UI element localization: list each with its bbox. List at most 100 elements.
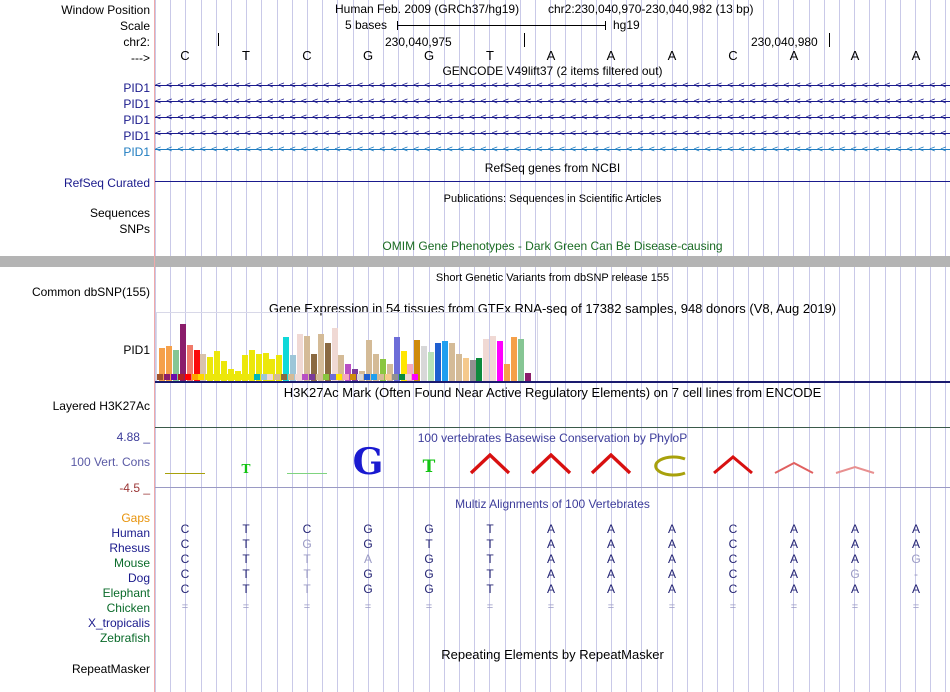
gtex-bar[interactable] xyxy=(504,364,510,381)
gtex-bar[interactable] xyxy=(200,354,207,381)
reference-base: A xyxy=(911,48,921,63)
gtex-bar[interactable] xyxy=(221,361,228,381)
label-snps[interactable]: SNPs xyxy=(119,222,150,236)
gencode-gene-rows[interactable]: <<<<<<<<<<<<<<<<<<<<<<<<<<<<<<<<<<<<<<<<… xyxy=(155,80,950,165)
label-gtex-gene[interactable]: PID1 xyxy=(123,343,150,357)
gtex-bar[interactable] xyxy=(372,354,379,381)
gene-row[interactable]: <<<<<<<<<<<<<<<<<<<<<<<<<<<<<<<<<<<<<<<<… xyxy=(155,144,950,155)
label-species-zebrafish[interactable]: Zebrafish xyxy=(99,631,150,645)
ruler-label-1: 230,040,975 xyxy=(385,35,452,49)
gtex-bar[interactable] xyxy=(517,339,524,381)
gtex-bar[interactable] xyxy=(428,352,435,381)
gtex-bar[interactable] xyxy=(214,351,221,381)
conservation-glyph xyxy=(530,453,572,475)
gtex-bar[interactable] xyxy=(338,355,345,381)
omim-gene-band[interactable] xyxy=(0,256,950,267)
label-refseq-curated[interactable]: RefSeq Curated xyxy=(63,176,150,190)
label-common-dbsnp[interactable]: Common dbSNP(155) xyxy=(31,285,150,299)
gtex-bar[interactable] xyxy=(441,341,448,381)
gene-row[interactable]: <<<<<<<<<<<<<<<<<<<<<<<<<<<<<<<<<<<<<<<<… xyxy=(155,112,950,123)
gtex-bar[interactable] xyxy=(345,364,352,381)
multiz-row-chicken[interactable]: = = = = = = = = = = = = = xyxy=(155,602,950,613)
label-sequences[interactable]: Sequences xyxy=(89,206,150,220)
label-gene-row-3[interactable]: PID1 xyxy=(123,113,150,127)
multiz-base: C xyxy=(728,582,738,596)
gtex-bar[interactable] xyxy=(524,373,531,381)
gtex-bar[interactable] xyxy=(393,337,400,381)
gtex-bar[interactable] xyxy=(310,354,317,381)
gtex-bar[interactable] xyxy=(290,355,297,381)
label-repeatmasker[interactable]: RepeatMasker xyxy=(71,662,150,676)
gtex-bar[interactable] xyxy=(407,364,414,381)
label-layered-h3k27ac[interactable]: Layered H3K27Ac xyxy=(52,399,150,413)
gtex-bar[interactable] xyxy=(255,354,262,381)
gtex-bar[interactable] xyxy=(414,340,421,381)
gtex-bar[interactable] xyxy=(324,343,331,381)
gene-row[interactable]: <<<<<<<<<<<<<<<<<<<<<<<<<<<<<<<<<<<<<<<<… xyxy=(155,128,950,139)
gtex-bar[interactable] xyxy=(179,324,186,381)
gtex-bar[interactable] xyxy=(159,348,165,381)
gtex-bar[interactable] xyxy=(186,345,193,381)
gene-row[interactable]: <<<<<<<<<<<<<<<<<<<<<<<<<<<<<<<<<<<<<<<<… xyxy=(155,80,950,91)
gtex-bar[interactable] xyxy=(448,343,455,381)
multiz-base: T xyxy=(486,522,494,536)
label-species-human[interactable]: Human xyxy=(111,526,150,540)
label-species-elephant[interactable]: Elephant xyxy=(102,586,150,600)
gtex-bar[interactable] xyxy=(207,357,214,381)
gtex-bar[interactable] xyxy=(276,355,283,381)
gtex-bar[interactable] xyxy=(455,354,462,381)
gtex-bar[interactable] xyxy=(421,346,428,381)
multiz-base: G xyxy=(363,537,373,551)
multiz-base: T xyxy=(486,552,494,566)
gtex-bar[interactable] xyxy=(262,353,269,381)
label-gene-row-5[interactable]: PID1 xyxy=(123,145,150,159)
phylop-baseline xyxy=(155,487,950,488)
gtex-bar[interactable] xyxy=(241,355,248,381)
gtex-bar[interactable] xyxy=(297,334,303,381)
label-species-dog[interactable]: Dog xyxy=(127,571,150,585)
gtex-bar[interactable] xyxy=(303,336,310,381)
label-cons-track[interactable]: 100 Vert. Cons xyxy=(70,455,150,469)
gtex-bar[interactable] xyxy=(172,350,179,381)
gtex-bar[interactable] xyxy=(510,337,517,381)
conservation-glyph xyxy=(713,455,753,475)
gtex-bar[interactable] xyxy=(283,337,290,381)
multiz-base: A xyxy=(850,522,859,536)
gtex-bar[interactable] xyxy=(462,358,469,381)
gtex-bar[interactable] xyxy=(331,328,338,381)
gtex-bar[interactable] xyxy=(379,359,386,381)
gtex-bar[interactable] xyxy=(366,340,372,381)
gtex-bar[interactable] xyxy=(165,346,172,381)
gtex-bar[interactable] xyxy=(269,359,276,381)
multiz-base: A xyxy=(789,582,798,596)
label-gene-row-1[interactable]: PID1 xyxy=(123,81,150,95)
label-species-mouse[interactable]: Mouse xyxy=(113,556,150,570)
label-gene-row-4[interactable]: PID1 xyxy=(123,129,150,143)
label-species-xtropicalis[interactable]: X_tropicalis xyxy=(87,616,150,630)
label-gene-row-2[interactable]: PID1 xyxy=(123,97,150,111)
gtex-bar[interactable] xyxy=(490,336,497,381)
gtex-bar[interactable] xyxy=(435,343,441,381)
gtex-bar[interactable] xyxy=(248,350,255,381)
gtex-bar[interactable] xyxy=(317,334,324,381)
label-species-rhesus[interactable]: Rhesus xyxy=(109,541,150,555)
gtex-bar[interactable] xyxy=(386,364,393,381)
gene-row[interactable]: <<<<<<<<<<<<<<<<<<<<<<<<<<<<<<<<<<<<<<<<… xyxy=(155,96,950,107)
gtex-bar[interactable] xyxy=(469,360,476,381)
gtex-bar[interactable] xyxy=(193,350,200,381)
gtex-bar[interactable] xyxy=(483,339,490,381)
label-strand: ---> xyxy=(131,51,150,65)
gtex-bar[interactable] xyxy=(400,351,407,381)
gtex-expression-chart[interactable] xyxy=(156,312,538,381)
gtex-bar[interactable] xyxy=(476,358,483,381)
gtex-bar[interactable] xyxy=(497,341,504,381)
label-species-chicken[interactable]: Chicken xyxy=(106,601,150,615)
